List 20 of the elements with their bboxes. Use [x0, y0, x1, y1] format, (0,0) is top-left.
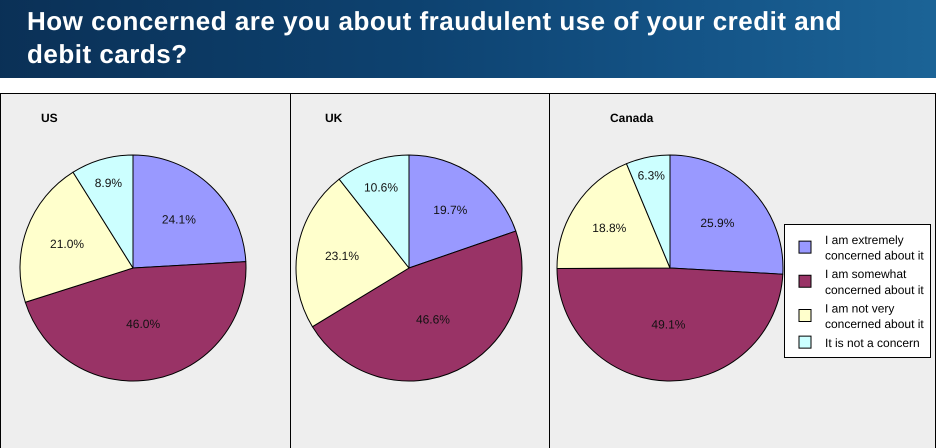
- chart-title: Canada: [610, 111, 654, 126]
- data-label: 25.9%: [700, 216, 735, 230]
- data-label: 46.6%: [416, 312, 450, 326]
- text: How concerned are you about fraudulent use of your credit and debit cards?: [27, 5, 843, 71]
- legend-label: I am not very concerned about it: [825, 301, 924, 331]
- legend-label: It is not a concern: [825, 336, 920, 350]
- data-label: 19.7%: [433, 202, 468, 217]
- data-label: 49.1%: [651, 317, 686, 332]
- chart-title: UK: [325, 111, 343, 126]
- data-label: 21.0%: [50, 236, 84, 251]
- data-label: 10.6%: [364, 180, 398, 195]
- data-label: 46.0%: [126, 316, 160, 331]
- data-label: 8.9%: [94, 176, 122, 190]
- data-label: 23.1%: [324, 248, 360, 263]
- legend-label: I am extremely concerned about it: [825, 232, 924, 263]
- data-label: 18.8%: [592, 220, 627, 235]
- legend-label: I am somewhat concerned about it: [825, 267, 924, 297]
- data-label: 24.1%: [162, 212, 196, 226]
- chart-title: US: [41, 111, 58, 126]
- data-label: 6.3%: [638, 168, 666, 182]
